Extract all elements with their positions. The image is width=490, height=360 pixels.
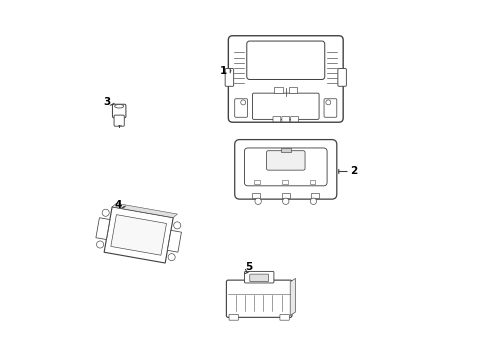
Text: 2: 2 (350, 166, 358, 176)
Circle shape (102, 209, 109, 216)
FancyBboxPatch shape (228, 36, 343, 122)
FancyBboxPatch shape (338, 68, 346, 86)
FancyBboxPatch shape (235, 99, 247, 117)
FancyBboxPatch shape (112, 104, 126, 118)
Circle shape (168, 253, 175, 261)
Bar (282, 180, 288, 184)
FancyBboxPatch shape (245, 271, 274, 283)
Text: 4: 4 (115, 200, 122, 210)
FancyBboxPatch shape (267, 151, 305, 170)
FancyBboxPatch shape (280, 315, 289, 320)
Bar (252, 193, 260, 198)
Circle shape (326, 100, 331, 105)
Polygon shape (168, 230, 181, 252)
Bar (311, 193, 319, 198)
Circle shape (241, 100, 245, 105)
Circle shape (310, 198, 317, 204)
Bar (274, 87, 283, 93)
FancyBboxPatch shape (229, 315, 239, 320)
Circle shape (97, 241, 103, 248)
FancyBboxPatch shape (226, 280, 292, 318)
FancyBboxPatch shape (273, 117, 281, 122)
Bar (310, 180, 316, 184)
Text: 3: 3 (103, 97, 110, 107)
FancyBboxPatch shape (252, 93, 319, 120)
Polygon shape (96, 218, 110, 239)
FancyBboxPatch shape (235, 140, 337, 199)
FancyBboxPatch shape (247, 41, 325, 80)
FancyBboxPatch shape (282, 117, 290, 122)
Text: 1: 1 (220, 66, 227, 76)
Circle shape (255, 198, 261, 204)
Bar (289, 87, 297, 93)
Circle shape (283, 198, 289, 204)
Polygon shape (104, 207, 173, 263)
FancyBboxPatch shape (114, 115, 124, 126)
Bar (281, 148, 291, 153)
FancyBboxPatch shape (291, 117, 298, 122)
Text: 5: 5 (245, 262, 252, 272)
Ellipse shape (115, 104, 123, 108)
Bar (254, 180, 260, 184)
FancyBboxPatch shape (225, 68, 234, 86)
Bar (282, 193, 290, 198)
Polygon shape (112, 203, 177, 218)
Polygon shape (290, 278, 295, 316)
Circle shape (173, 222, 181, 229)
FancyBboxPatch shape (245, 148, 327, 186)
Polygon shape (111, 215, 167, 255)
FancyBboxPatch shape (250, 274, 269, 282)
FancyBboxPatch shape (324, 99, 337, 117)
